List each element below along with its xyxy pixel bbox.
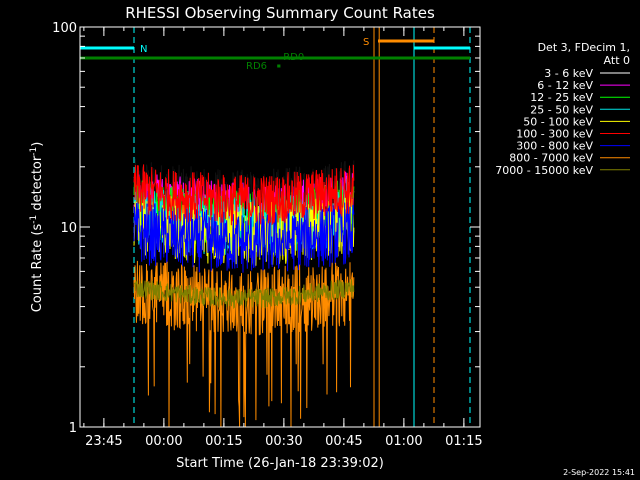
night-flag-label: N (140, 44, 147, 55)
y-tick-label: 100 (52, 21, 77, 36)
chart-title: RHESSI Observing Summary Count Rates (125, 4, 435, 22)
rd6-flag-label: RD6 (246, 61, 267, 72)
plot-area: N S RD0 RD6 1 10 100 23:45 00:00 00:15 00:30 00:4… (52, 21, 482, 449)
legend-entry-label: 300 - 800 keV (516, 140, 593, 153)
legend-entry-label: 100 - 300 keV (516, 128, 593, 141)
y-tick-label: 10 (60, 221, 77, 236)
legend-header-line1: Det 3, FDecim 1, (538, 41, 630, 54)
rd0-flag-label: RD0 (283, 52, 304, 63)
legend-entry-label: 800 - 7000 keV (509, 152, 593, 165)
series-line-6 (133, 200, 355, 273)
legend-entry-label: 3 - 6 keV (544, 67, 593, 80)
saa-flag-label: S (363, 37, 369, 48)
x-tick-label: 00:45 (325, 434, 362, 449)
legend-header-line2: Att 0 (604, 54, 630, 67)
series-line-8 (133, 278, 355, 309)
x-tick-label: 00:15 (205, 434, 242, 449)
legend-entry-label: 50 - 100 keV (523, 115, 593, 128)
x-axis: 23:45 00:00 00:15 00:30 00:45 01:00 01:15 (83, 27, 483, 449)
y-tick-label: 1 (69, 421, 77, 436)
legend-entry-label: 6 - 12 keV (537, 79, 593, 92)
x-tick-label: 00:00 (145, 434, 182, 449)
series-group (133, 158, 355, 428)
x-tick-label: 23:45 (85, 434, 122, 449)
x-tick-label: 01:00 (385, 434, 422, 449)
legend-entry-label: 7000 - 15000 keV (495, 164, 593, 177)
footer-date: 2-Sep-2022 15:41 (563, 468, 635, 477)
y-axis-label: Count Rate (s-1 detector-1) (29, 142, 45, 313)
series-line-5 (133, 164, 355, 226)
y-axis: 1 10 100 (52, 21, 480, 436)
x-tick-label: 01:15 (445, 434, 482, 449)
legend-entry-label: 12 - 25 keV (530, 91, 593, 104)
x-tick-label: 00:30 (265, 434, 302, 449)
legend-entry-label: 25 - 50 keV (530, 103, 593, 116)
x-axis-label: Start Time (26-Jan-18 23:39:02) (176, 456, 384, 471)
